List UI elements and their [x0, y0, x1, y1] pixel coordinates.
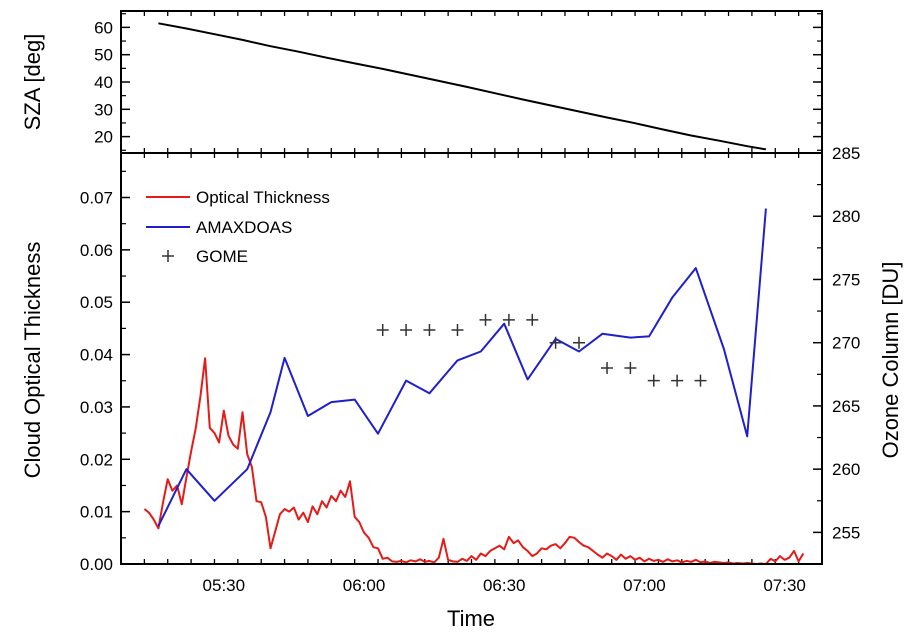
main-series — [143, 208, 805, 565]
optical-thickness-tick-label: 0.04 — [80, 346, 113, 365]
optical-thickness-axis-title: Cloud Optical Thickness — [20, 242, 45, 479]
gome-point — [624, 361, 637, 374]
ozone-tick-label: 270 — [832, 334, 860, 353]
legend-label: GOME — [196, 247, 248, 266]
sza-y-tick-label: 60 — [94, 18, 113, 37]
gome-point — [526, 313, 539, 326]
ozone-tick-label: 265 — [832, 397, 860, 416]
ozone-tick-label: 255 — [832, 523, 860, 542]
optical-thickness-tick-label: 0.02 — [80, 450, 113, 469]
gome-point — [572, 336, 585, 349]
amaxdoas-line — [157, 208, 767, 527]
main-plot-frame — [120, 152, 823, 565]
gome-point — [671, 374, 684, 387]
main-panel: 05:30 06:00 06:30 07:00 07:30 0.000.010.020.… — [80, 144, 860, 595]
sza-panel: 20 30 40 50 60 — [94, 10, 823, 154]
optical-thickness-tick-label: 0.01 — [80, 503, 113, 522]
gome-point — [601, 361, 614, 374]
gome-point — [423, 324, 436, 337]
optical-thickness-line — [143, 357, 805, 565]
ozone-tick-label: 260 — [832, 460, 860, 479]
time-tick-label: 07:30 — [763, 576, 806, 595]
sza-line — [158, 22, 767, 151]
ozone-tick-label: 280 — [832, 207, 860, 226]
time-tick-labels: 05:30 06:00 06:30 07:00 07:30 — [203, 576, 806, 595]
sza-series — [158, 22, 767, 151]
gome-point — [694, 374, 707, 387]
optical-thickness-tick-label: 0.03 — [80, 398, 113, 417]
sza-y-tick-label: 20 — [94, 128, 113, 147]
gome-point — [451, 324, 464, 337]
legend-gome-swatch — [162, 250, 174, 262]
sza-y-tick-labels: 20 30 40 50 60 — [94, 18, 113, 146]
time-tick-label: 07:00 — [623, 576, 666, 595]
time-tick-label: 06:30 — [483, 576, 526, 595]
sza-axis-title: SZA [deg] — [20, 34, 45, 131]
optical-thickness-tick-label: 0.06 — [80, 241, 113, 260]
sza-y-tick-label: 30 — [94, 100, 113, 119]
gome-point — [647, 374, 660, 387]
ozone-tick-label: 285 — [832, 144, 860, 163]
ozone-tick-labels: 255 260 265 270 275 280 285 — [832, 144, 860, 542]
time-tick-label: 06:00 — [343, 576, 386, 595]
gome-point — [400, 324, 413, 337]
legend-label: AMAXDOAS — [196, 218, 292, 237]
ozone-axis-title: Ozone Column [DU] — [878, 262, 903, 459]
gome-point — [502, 313, 515, 326]
sza-plot-frame — [120, 10, 823, 154]
sza-y-tick-label: 50 — [94, 46, 113, 65]
ozone-tick-label: 275 — [832, 270, 860, 289]
time-axis-title: Time — [447, 606, 495, 631]
legend-label: Optical Thickness — [196, 188, 330, 207]
main-axis-ticks — [120, 152, 823, 565]
optical-thickness-tick-label: 0.00 — [80, 555, 113, 574]
optical-thickness-tick-label: 0.05 — [80, 293, 113, 312]
time-tick-label: 05:30 — [203, 576, 246, 595]
sza-y-tick-label: 40 — [94, 73, 113, 92]
optical-thickness-tick-labels: 0.00 0.01 0.02 0.03 0.04 0.05 0.06 0.07 — [80, 189, 113, 574]
gome-markers — [376, 313, 707, 387]
gome-point — [376, 324, 389, 337]
optical-thickness-tick-label: 0.07 — [80, 189, 113, 208]
legend: Optical Thickness AMAXDOAS GOME — [146, 188, 330, 266]
gome-point — [549, 336, 562, 349]
gome-point — [479, 313, 492, 326]
sza-axis-ticks — [120, 11, 823, 153]
